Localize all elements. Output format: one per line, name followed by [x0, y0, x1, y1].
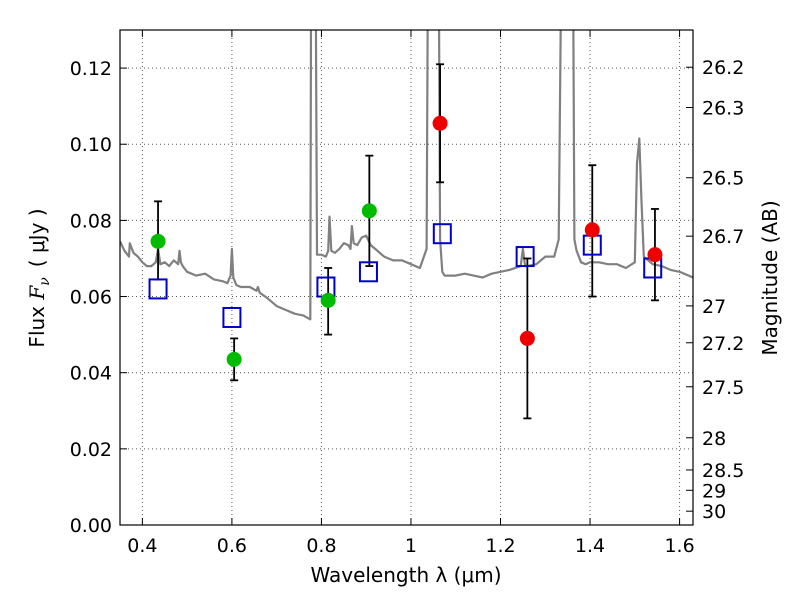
model-flux-square: [515, 246, 535, 268]
observed-point-red: [584, 222, 600, 238]
template-spectrum: [120, 30, 693, 321]
y-tick-label: 0.04: [70, 363, 112, 385]
y-tick-label: 0.02: [70, 439, 112, 461]
x-axis-title: Wavelength λ (μm): [310, 563, 501, 587]
x-tick-label: 0.6: [217, 535, 247, 557]
x-tick-label: 0.4: [127, 535, 157, 557]
observed-point-green: [226, 351, 242, 367]
y-tick-label: 0.00: [70, 515, 112, 537]
observed-point-red: [519, 330, 535, 346]
model-flux-square: [432, 223, 452, 245]
mag-tick-label: 26.3: [702, 97, 744, 119]
template-spectrum-line: [120, 30, 693, 321]
y-tick-label: 0.08: [70, 210, 112, 232]
x-tick-label: 1.6: [664, 535, 694, 557]
y-tick-label: 0.10: [70, 134, 112, 156]
x-tick-label: 1.4: [575, 535, 605, 557]
mag-tick-label: 28: [702, 428, 726, 450]
mag-tick-label: 29: [702, 480, 726, 502]
observed-point-green: [361, 203, 377, 219]
mag-tick-label: 27.2: [702, 333, 744, 355]
mag-tick-label: 26.7: [702, 226, 744, 248]
model-flux-square: [222, 306, 242, 328]
y-axis-title: Flux Fν( μJy ): [25, 208, 53, 347]
y2-axis-title: Magnitude (AB): [758, 200, 782, 355]
observed-point-red: [647, 247, 663, 263]
mag-tick-label: 26.2: [702, 57, 744, 79]
x-tick-label: 1: [405, 535, 417, 557]
y-tick-label: 0.12: [70, 58, 112, 80]
data-markers: [148, 115, 663, 367]
observed-point-green: [150, 233, 166, 249]
mag-tick-label: 27: [702, 296, 726, 318]
y-tick-label: 0.06: [70, 287, 112, 309]
mag-tick-label: 28.5: [702, 460, 744, 482]
mag-tick-label: 27.5: [702, 377, 744, 399]
axis-ticks: [120, 30, 693, 526]
mag-tick-label: 26.5: [702, 168, 744, 190]
grid: [120, 30, 693, 526]
observed-point-red: [432, 115, 448, 131]
x-tick-label: 1.2: [485, 535, 515, 557]
x-tick-label: 0.8: [306, 535, 336, 557]
model-flux-square: [358, 261, 378, 283]
model-flux-square: [148, 278, 168, 300]
plot-frame: [119, 29, 694, 526]
observed-point-green: [320, 292, 336, 308]
mag-tick-label: 30: [702, 501, 726, 523]
axis-labels: 0.4 0.6 0.8 1 1.2 1.4 1.6 0.00 0.02 0.04 0.06 0.08 0…: [70, 57, 745, 557]
